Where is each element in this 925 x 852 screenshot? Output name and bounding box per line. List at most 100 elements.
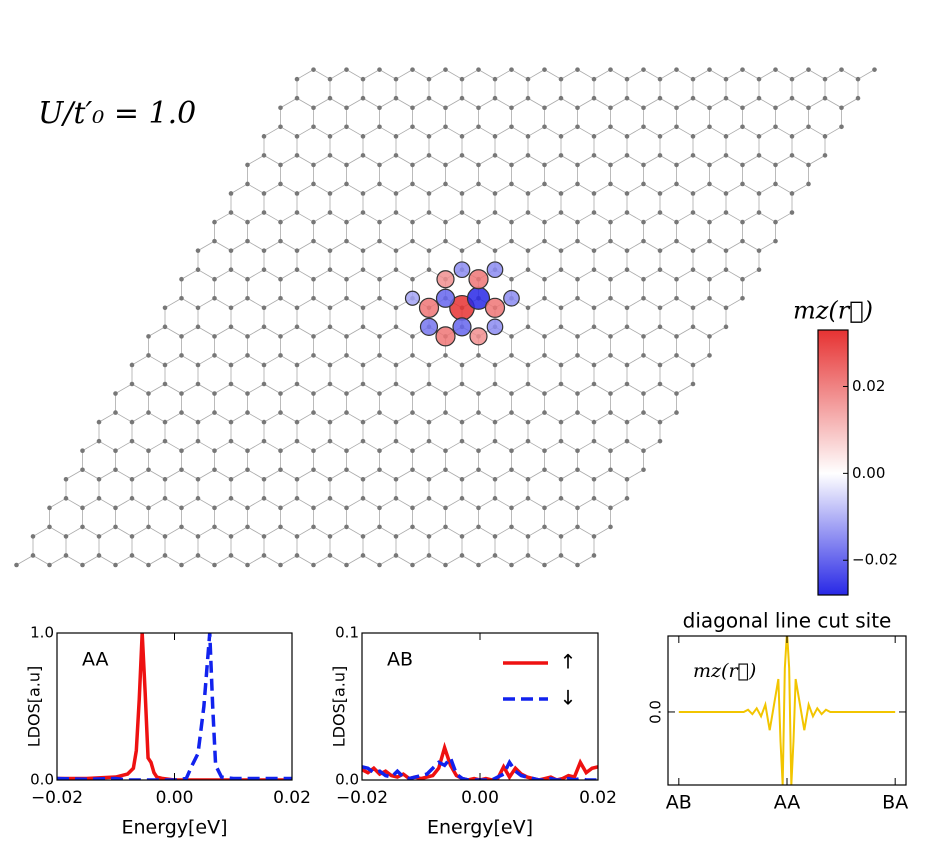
atom [443, 238, 448, 244]
atom [690, 95, 696, 101]
atom [641, 334, 646, 339]
bond [544, 555, 562, 566]
atom [707, 105, 712, 111]
bond [313, 297, 331, 309]
atom [608, 124, 613, 130]
bond [395, 212, 413, 223]
atom [327, 534, 333, 539]
atom [657, 210, 663, 215]
atom [690, 267, 696, 272]
atom [360, 76, 366, 82]
atom [789, 153, 795, 158]
bond [461, 412, 479, 423]
bond [197, 526, 215, 537]
bond [346, 355, 364, 366]
bond [758, 97, 776, 109]
atom [360, 381, 366, 387]
atom [344, 524, 349, 530]
atom [575, 467, 580, 473]
bond [214, 326, 232, 337]
bond [379, 555, 397, 566]
atom [360, 134, 366, 139]
atom [245, 410, 250, 415]
atom [443, 410, 448, 415]
bond [560, 126, 578, 137]
atom [294, 362, 300, 368]
bond [478, 240, 496, 251]
atom [674, 334, 679, 339]
atom [228, 553, 234, 558]
bond [131, 497, 149, 509]
bond [560, 497, 578, 509]
axes-frame [667, 635, 907, 786]
atom [657, 419, 663, 425]
bond [577, 526, 595, 537]
bond [544, 269, 562, 280]
bond [115, 383, 133, 394]
atom [459, 134, 465, 139]
atom [294, 438, 300, 444]
atom [146, 505, 151, 511]
atom [327, 248, 333, 253]
bond [428, 383, 446, 394]
bond [329, 440, 347, 452]
bond [313, 355, 331, 366]
magnetization-site [484, 297, 506, 318]
bond [362, 383, 380, 394]
atom [261, 210, 267, 215]
bond [791, 155, 809, 166]
bond [511, 412, 529, 423]
atom [806, 124, 811, 130]
atom [558, 134, 564, 139]
bond [296, 440, 314, 452]
atom [806, 162, 811, 168]
bond [214, 240, 232, 251]
atom [426, 267, 432, 272]
atom [542, 181, 547, 187]
bond [560, 555, 578, 566]
atom [228, 267, 234, 272]
bond [577, 383, 595, 394]
bond [280, 212, 298, 223]
x-tick-label: −0.02 [336, 788, 388, 808]
atom [80, 562, 85, 568]
atom [179, 467, 184, 473]
bond [610, 497, 628, 509]
atom [542, 219, 547, 225]
bond [692, 297, 710, 309]
bond [247, 383, 265, 394]
atom [344, 334, 349, 339]
bond [181, 412, 199, 423]
bond [362, 355, 380, 366]
atom [690, 324, 696, 330]
bond [560, 69, 578, 80]
bond [98, 440, 116, 452]
atom [575, 219, 580, 225]
atom [261, 191, 267, 196]
bond [329, 555, 347, 566]
atom [509, 334, 514, 339]
bond [181, 526, 199, 537]
bond [577, 326, 595, 337]
bond [725, 212, 743, 223]
atom [278, 448, 283, 453]
atom [492, 134, 498, 139]
atom [591, 553, 597, 558]
atom [113, 410, 118, 415]
bond [346, 497, 364, 509]
atom [294, 324, 300, 330]
atom [624, 95, 630, 101]
x-tick-label: BA [882, 792, 908, 814]
atom [624, 76, 630, 82]
atom [575, 334, 580, 339]
atom [294, 76, 300, 82]
bond [593, 497, 611, 509]
atom [459, 553, 465, 558]
bond [461, 497, 479, 509]
atom [146, 334, 151, 339]
atom [591, 324, 597, 330]
bond [362, 69, 380, 80]
atom [327, 496, 333, 501]
bond [494, 469, 512, 480]
bond [362, 526, 380, 537]
